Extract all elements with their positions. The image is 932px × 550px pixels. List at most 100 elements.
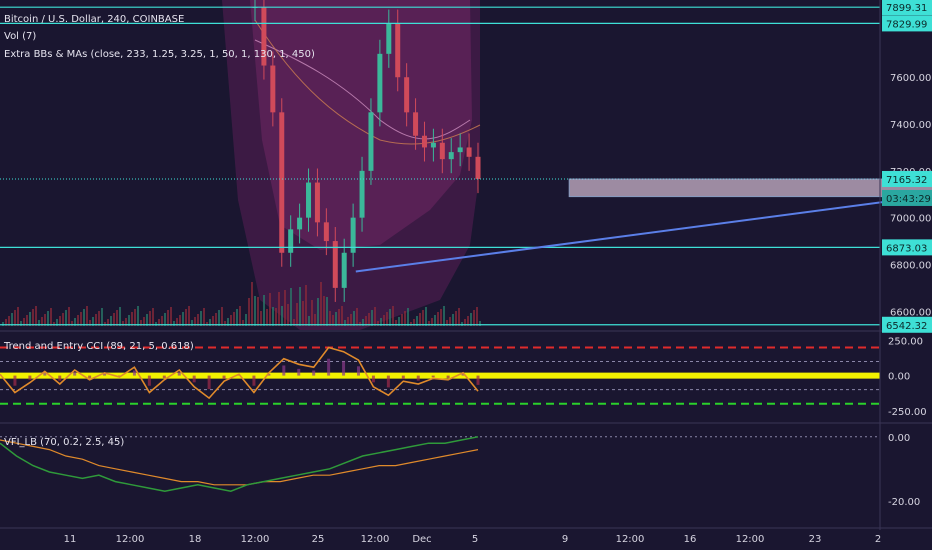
time-tick-label: 25: [312, 534, 325, 545]
time-tick-label: 9: [562, 534, 568, 545]
volume-bar: [467, 316, 469, 326]
inner-band: [250, 0, 472, 250]
candle-body: [359, 170, 365, 218]
cci-indicator-label: Trend and Entry CCI (89, 21, 5, 0.618): [3, 341, 194, 352]
volume-bar: [137, 306, 139, 326]
volume-bar: [389, 309, 391, 326]
time-tick-label: 5: [472, 534, 478, 545]
volume-bar: [131, 312, 133, 326]
cci-tick-label: 0.00: [888, 372, 910, 383]
volume-bar: [83, 309, 85, 326]
candle-body: [341, 252, 347, 288]
volume-bar: [260, 311, 262, 326]
price-tag: [882, 170, 932, 187]
ma-line-2: [254, 19, 481, 145]
horizontal-levels[interactable]: [0, 6, 880, 326]
volume-bar: [440, 309, 442, 326]
volume-bar: [362, 319, 364, 326]
volume-bar: [320, 282, 322, 326]
price-tick-label: 7400.00: [890, 120, 931, 131]
volume-bar: [332, 315, 334, 326]
volume-bar: [200, 311, 202, 326]
volume-bar: [14, 310, 16, 326]
candle-body: [466, 147, 472, 157]
volume-bar: [113, 313, 115, 326]
volume-bar: [212, 316, 214, 326]
volume-bar: [326, 297, 328, 326]
price-tag-label: 7899.31: [886, 3, 927, 14]
volume-bar: [269, 293, 271, 326]
vfi-tick-label: 0.00: [888, 433, 910, 444]
time-tick-label: 16: [684, 534, 697, 545]
volume-bar: [80, 312, 82, 326]
volume-bar: [266, 309, 268, 326]
time-tick-label: 23: [809, 534, 822, 545]
volume-bar: [239, 306, 241, 326]
volume-bar: [86, 306, 88, 326]
candle-body: [350, 217, 356, 253]
volume-bar: [254, 296, 256, 326]
volume-bar: [338, 309, 340, 326]
volume-bar: [371, 310, 373, 326]
volume-bar: [296, 303, 298, 326]
volume-bar: [308, 316, 310, 326]
candle-body: [323, 222, 329, 242]
time-axis[interactable]: 11 12:00 18 12:00 25 12:00 Dec 5 9 12:00 16 12:00 23…: [0, 527, 932, 545]
time-tick-label: 12:00: [616, 534, 645, 545]
price-axis[interactable]: 6600.006800.007000.007200.007400.007600.…: [0, 0, 932, 530]
volume-bar: [449, 317, 451, 326]
candle-body: [404, 77, 410, 113]
price-tag: [882, 239, 932, 256]
candle-body: [439, 142, 445, 160]
volume-bar: [191, 320, 193, 326]
volume-bar: [290, 288, 292, 326]
candle-body: [448, 152, 454, 160]
volume-bar: [5, 319, 7, 326]
volume-bar: [107, 319, 109, 326]
volume-bar: [257, 297, 259, 326]
volume-bar: [233, 312, 235, 326]
candlesticks: [252, 0, 481, 302]
volume-bar: [155, 322, 157, 326]
volume-bar: [299, 287, 301, 326]
volume-bar: [305, 285, 307, 326]
volume-bar: [302, 301, 304, 326]
volume-bar: [347, 317, 349, 326]
candle-body: [368, 112, 374, 171]
cci-tick-label: -250.00: [888, 407, 927, 418]
price-tag: [882, 15, 932, 32]
volume-bar: [293, 319, 295, 326]
volume-bar: [356, 308, 358, 326]
volume-bar: [392, 306, 394, 326]
price-tag: [882, 0, 932, 16]
volume-bar: [158, 319, 160, 326]
volume-bar: [422, 310, 424, 326]
support-zone[interactable]: [568, 178, 932, 198]
volume-bar: [317, 298, 319, 326]
volume-bar: [17, 307, 19, 326]
time-tick-label: 12:00: [736, 534, 765, 545]
volume-bar: [167, 310, 169, 326]
volume-bar: [377, 321, 379, 326]
volume-bar: [473, 310, 475, 326]
volume-bars: [2, 282, 481, 326]
volume-bar: [203, 308, 205, 326]
volume-bar: [443, 306, 445, 326]
volume-bar: [230, 315, 232, 326]
volume-bar: [143, 317, 145, 326]
time-tick-label: 18: [189, 534, 202, 545]
volume-bar: [65, 310, 67, 326]
vfi-panel: [0, 436, 880, 492]
trendline[interactable]: [355, 164, 932, 273]
volume-bar: [248, 298, 250, 326]
volume-bar: [314, 314, 316, 326]
candle-body: [430, 142, 436, 148]
volume-bar: [77, 315, 79, 326]
vfi-tick-label: -20.00: [888, 497, 920, 508]
volume-bar: [128, 315, 130, 326]
volume-bar: [335, 312, 337, 326]
volume-bar: [365, 316, 367, 326]
volume-bar: [95, 314, 97, 326]
volume-bar: [395, 320, 397, 326]
